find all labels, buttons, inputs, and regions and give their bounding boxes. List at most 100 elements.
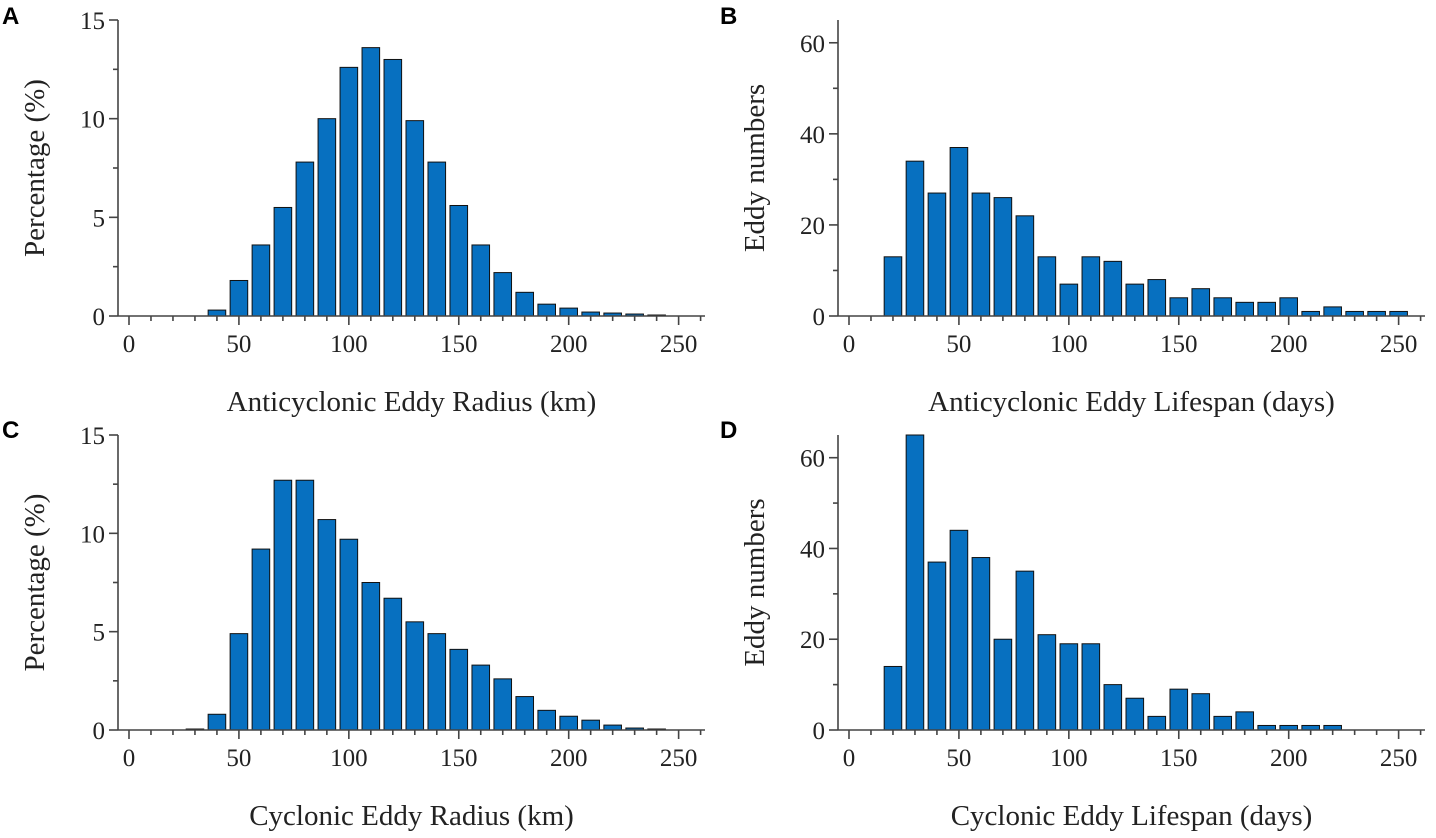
x-tick-label-c-200: 200: [550, 745, 588, 772]
bar-c-70: [273, 479, 293, 731]
bar-d-40: [927, 561, 947, 731]
bar-d-170: [1213, 715, 1233, 731]
bar-a-40: [207, 309, 227, 317]
bar-c-130: [405, 621, 425, 731]
bar-d-60: [971, 557, 991, 731]
bar-d-160: [1191, 693, 1211, 731]
y-tick-label-a-5: 5: [93, 205, 106, 232]
panel-letter-c: C: [2, 417, 19, 444]
bar-a-60: [251, 244, 271, 317]
bar-a-130: [405, 120, 425, 317]
bar-c-180: [515, 696, 535, 731]
bar-b-100: [1059, 283, 1079, 317]
x-tick-label-a-0: 0: [123, 331, 136, 358]
bar-d-150: [1169, 688, 1189, 731]
bar-c-80: [295, 479, 315, 731]
bar-a-50: [229, 279, 249, 317]
x-tick-label-a-200: 200: [550, 331, 588, 358]
bar-b-80: [1015, 215, 1035, 317]
bar-d-20: [883, 665, 903, 731]
bar-b-60: [971, 192, 991, 317]
x-tick-label-c-150: 150: [440, 745, 478, 772]
panel-letter-a: A: [2, 3, 19, 30]
panel-a-histogram: A 0 50 100 150 200 250 0 5 10 15 Anticyclonic Eddy …: [2, 3, 705, 418]
bar-d-80: [1015, 570, 1035, 731]
bar-c-110: [361, 582, 381, 731]
bar-c-190: [537, 709, 557, 731]
panel-c-histogram: C 0 50 100 150 200 250 0 5 10 15 Cyclonic Eddy Radi…: [2, 417, 705, 832]
bar-b-20: [883, 256, 903, 317]
x-tick-label-b-250: 250: [1380, 331, 1418, 358]
bar-c-40: [207, 713, 227, 731]
y-tick-label-b-60: 60: [800, 31, 825, 58]
bar-d-140: [1147, 715, 1167, 731]
bar-a-180: [515, 291, 535, 317]
bar-a-200: [559, 307, 578, 317]
bar-c-60: [251, 548, 271, 731]
bar-d-50: [949, 529, 969, 731]
x-tick-label-a-100: 100: [330, 331, 368, 358]
x-tick-label-b-150: 150: [1160, 331, 1198, 358]
x-tick-label-a-150: 150: [440, 331, 478, 358]
y-tick-label-a-0: 0: [93, 304, 106, 331]
bar-d-30: [905, 434, 925, 731]
y-tick-label-c-5: 5: [93, 620, 106, 647]
bar-d-90: [1037, 634, 1057, 731]
bar-a-80: [295, 161, 315, 317]
x-tick-label-a-250: 250: [660, 331, 698, 358]
bar-b-170: [1213, 297, 1233, 317]
panel-d-histogram: D 0 50 100 150 200 250 0 20 40 60 Cyclonic Eddy Lif…: [720, 417, 1425, 832]
bar-d-100: [1059, 643, 1079, 731]
bar-c-150: [449, 648, 469, 731]
y-tick-label-d-20: 20: [800, 627, 825, 654]
x-tick-label-d-200: 200: [1270, 745, 1308, 772]
bar-c-100: [339, 538, 359, 731]
bar-b-200: [1279, 297, 1298, 317]
bar-b-30: [905, 160, 925, 317]
bar-c-90: [317, 519, 337, 731]
bar-b-190: [1257, 301, 1277, 317]
panel-letter-d: D: [720, 417, 737, 444]
bar-c-50: [229, 633, 249, 731]
y-tick-label-b-20: 20: [800, 213, 825, 240]
y-tick-label-d-40: 40: [800, 536, 825, 563]
bar-d-130: [1125, 697, 1145, 731]
y-tick-label-c-15: 15: [80, 423, 105, 450]
bar-d-70: [993, 638, 1013, 731]
x-tick-label-d-250: 250: [1380, 745, 1418, 772]
panel-b-histogram: B 0 50 100 150 200 250 0 20 40 60 Anticyclonic Eddy…: [720, 3, 1425, 418]
y-tick-label-b-0: 0: [813, 304, 826, 331]
bar-a-170: [493, 272, 513, 317]
bar-a-90: [317, 118, 337, 317]
bar-d-180: [1235, 711, 1255, 731]
y-tick-label-b-40: 40: [800, 122, 825, 149]
bar-a-150: [449, 204, 469, 317]
y-axis-title-a: Percentage (%): [19, 79, 51, 257]
y-axis-title-d: Eddy numbers: [739, 498, 771, 666]
bar-b-70: [993, 197, 1013, 317]
y-tick-label-c-0: 0: [93, 718, 106, 745]
bar-b-90: [1037, 256, 1057, 317]
x-tick-label-d-0: 0: [843, 745, 856, 772]
bar-b-180: [1235, 301, 1255, 317]
bar-a-110: [361, 47, 381, 317]
x-tick-label-c-100: 100: [330, 745, 368, 772]
bar-d-120: [1103, 684, 1123, 731]
bar-b-120: [1103, 260, 1123, 317]
x-tick-label-d-50: 50: [946, 745, 971, 772]
y-tick-label-a-15: 15: [80, 8, 105, 35]
bar-a-120: [383, 58, 403, 317]
bar-b-220: [1323, 306, 1342, 317]
x-tick-label-b-50: 50: [946, 331, 971, 358]
x-axis-title-d: Cyclonic Eddy Lifespan (days): [951, 800, 1313, 832]
x-tick-label-d-100: 100: [1050, 745, 1088, 772]
x-axis-title-a: Anticyclonic Eddy Radius (km): [227, 386, 597, 418]
y-tick-label-d-60: 60: [800, 446, 825, 473]
bar-a-100: [339, 66, 359, 317]
y-axis-title-b: Eddy numbers: [739, 84, 771, 252]
bar-c-120: [383, 597, 403, 731]
x-tick-label-b-100: 100: [1050, 331, 1088, 358]
x-tick-label-c-0: 0: [123, 745, 136, 772]
x-tick-label-d-150: 150: [1160, 745, 1198, 772]
